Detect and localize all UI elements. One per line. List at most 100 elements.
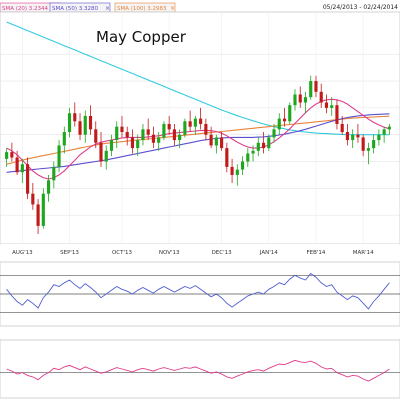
candle-body (314, 81, 318, 92)
close-icon[interactable]: × (105, 5, 110, 12)
x-tick-label: NOV'13 (159, 250, 180, 256)
oscillator-panel-2 (0, 339, 400, 399)
candle-body (214, 137, 218, 146)
candle-body (261, 142, 266, 149)
candle-body (172, 129, 176, 141)
oscillator-1 (0, 272, 400, 314)
indicator-label: SMA (100) 3.2983 (117, 6, 167, 12)
candle-body (298, 94, 302, 103)
candle (172, 123, 176, 146)
candle-body (220, 137, 224, 149)
candle (99, 132, 103, 167)
candle (303, 91, 308, 114)
candle (94, 121, 98, 149)
candle (15, 150, 19, 175)
candle (377, 129, 381, 146)
candle (267, 134, 271, 151)
candle-body (41, 193, 45, 226)
candle (157, 132, 161, 151)
candle (5, 148, 9, 167)
candle-body (36, 204, 40, 226)
candle (340, 115, 344, 135)
x-axis-band (0, 244, 400, 256)
candle-body (277, 118, 281, 130)
candle-body (204, 123, 208, 135)
candle (46, 174, 51, 202)
price-panel-frame (0, 11, 400, 245)
candle-body (52, 166, 56, 181)
candle (141, 123, 145, 146)
candle-body (78, 121, 82, 135)
candle-body (178, 134, 182, 141)
x-tick-label: OCT'13 (112, 250, 133, 256)
candle-body (246, 153, 250, 162)
indicator-chip[interactable]: SMA (50) 3.3280 × (49, 2, 111, 13)
oscillator-2 (0, 359, 400, 382)
candle (188, 110, 192, 133)
candle-body (88, 115, 93, 130)
candle (167, 115, 171, 135)
candle (251, 145, 255, 162)
candle (67, 107, 72, 138)
candle-body (387, 126, 391, 130)
sma-200-line (6, 21, 390, 136)
candle (372, 134, 376, 154)
candle (319, 83, 323, 108)
candle (88, 105, 93, 135)
candle-body (356, 134, 360, 138)
candle-body (351, 134, 355, 141)
candle (282, 107, 287, 127)
candle-body (130, 137, 135, 149)
candle-body (188, 121, 192, 127)
x-tick-label: AUG'13 (12, 250, 33, 256)
candle (178, 129, 182, 149)
candle (62, 126, 66, 154)
candle-body (46, 180, 51, 194)
sma-100-line (6, 115, 390, 165)
candle (230, 158, 234, 183)
oscillator-panel-1 (0, 261, 400, 327)
candle (314, 75, 318, 98)
candle-body (240, 161, 245, 170)
candle-body (382, 129, 386, 135)
candle (125, 126, 129, 146)
candle-body (162, 123, 166, 138)
candle-body (104, 150, 108, 162)
x-tick-label: DEC'13 (212, 250, 233, 256)
candle-body (109, 140, 114, 151)
candle (261, 132, 266, 154)
candle-body (83, 115, 87, 135)
candle-body (57, 145, 61, 167)
candle (235, 164, 239, 186)
candle (293, 89, 297, 111)
candle-body (26, 164, 30, 194)
close-icon[interactable]: × (170, 5, 175, 12)
x-tick-label: JAN'14 (259, 250, 278, 256)
sma-20-line (6, 98, 390, 180)
candle-body (282, 118, 287, 122)
candle (209, 126, 213, 149)
candle (204, 118, 208, 141)
indicator-chip[interactable]: SMA (100) 3.2983 × (114, 2, 176, 13)
candle (351, 129, 355, 149)
candle-body (235, 169, 239, 175)
candle (83, 110, 87, 143)
candle-body (366, 148, 370, 151)
candle-body (146, 129, 150, 135)
candle (78, 113, 82, 141)
candle (335, 99, 339, 130)
x-axis: AUG'13 SEP'13 OCT'13 NOV'13 DEC'13 JAN'14 FEB'… (0, 244, 400, 256)
indicator-legend: SMA (20) 3.2344×SMA (50) 3.3280×SMA (100… (0, 2, 176, 13)
chart-title: May Copper (96, 28, 187, 46)
candle (146, 118, 150, 141)
candle (361, 134, 365, 157)
candle-body (272, 129, 276, 138)
candle-body (309, 81, 313, 98)
candle (288, 102, 292, 124)
candle (52, 161, 56, 189)
candle-body (267, 137, 271, 149)
indicator-label: SMA (50) 3.3280 (52, 6, 99, 12)
candle (246, 148, 250, 167)
candle-body (157, 137, 161, 143)
candle-body (324, 102, 329, 108)
